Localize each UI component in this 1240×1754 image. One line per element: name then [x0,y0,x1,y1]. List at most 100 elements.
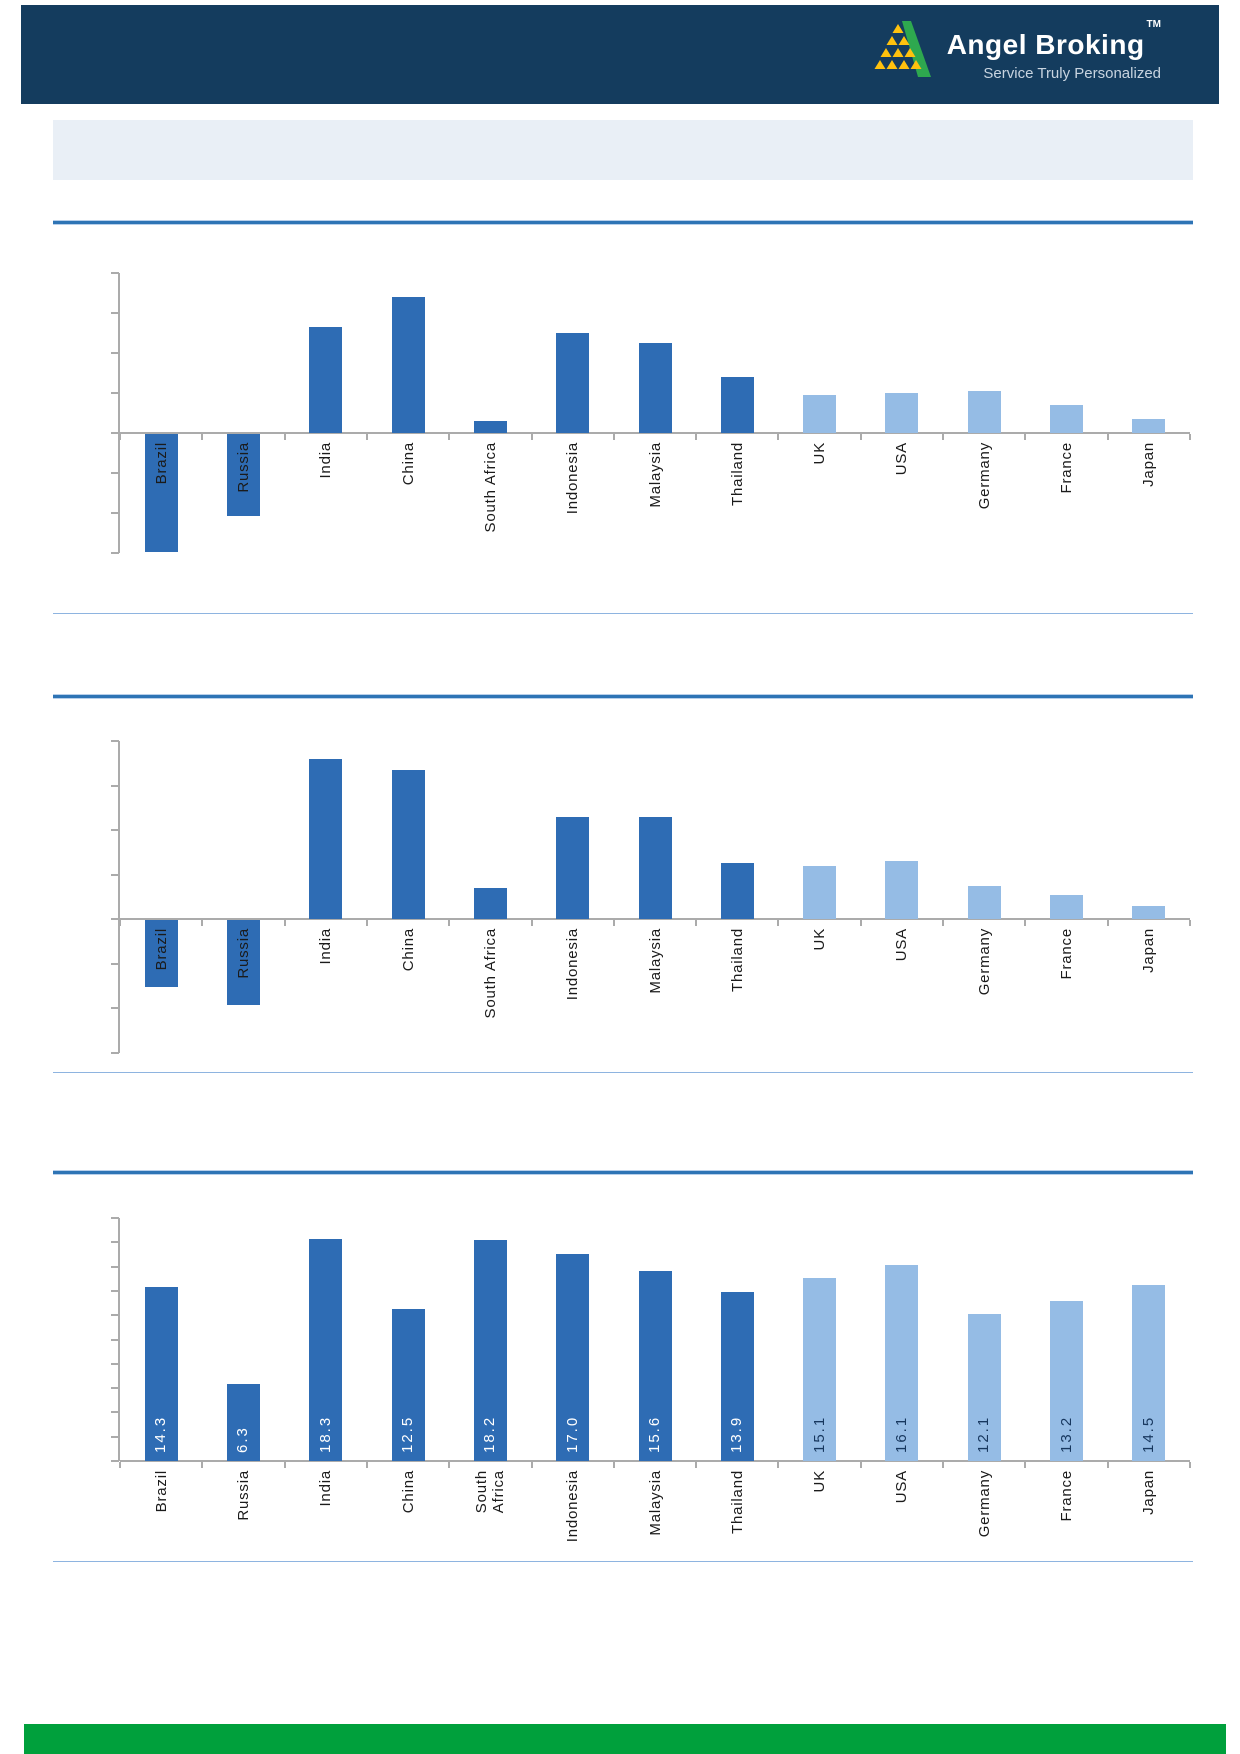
bar-south-africa [473,888,507,919]
y-axis-tick [111,962,119,965]
x-axis [120,432,1190,434]
bar-india [309,327,343,433]
x-axis-tick [1024,920,1027,926]
y-axis [118,1218,120,1461]
y-axis-tick [111,272,119,274]
section-2-end-rule [53,1072,1193,1073]
x-axis [120,918,1190,920]
y-axis [118,741,120,1053]
x-label-brazil: Brazil [152,1470,170,1513]
x-axis-tick [201,1462,204,1468]
y-axis-tick [111,1241,119,1244]
section-1-heading-rule [53,220,1193,225]
x-label-south-africa: South Africa [473,1470,508,1514]
x-axis-tick [1189,1462,1191,1468]
angel-logo-icon [873,21,935,82]
y-axis-tick [111,1217,119,1219]
x-axis-tick [695,920,698,926]
y-axis-tick [111,472,119,474]
x-axis-tick [1106,434,1109,440]
bar-china [391,770,425,919]
bar-thailand [720,863,754,919]
y-axis-tick [111,1387,119,1390]
x-axis-tick [1106,1462,1109,1468]
y-axis-tick [111,352,119,354]
y-axis-tick [111,1460,119,1462]
bar-usa [885,393,919,433]
x-label-thailand: Thailand [728,1470,746,1534]
bar-brazil [144,1287,178,1461]
brand-logo-block: Angel BrokingTM Service Truly Personaliz… [821,19,1161,97]
y-axis-tick [111,1051,119,1054]
x-axis-tick [1024,1462,1027,1468]
x-axis-tick [365,434,368,440]
x-axis-tick [448,920,451,926]
y-axis-tick [111,312,119,314]
x-axis-tick [1024,434,1027,440]
bar-france [1050,1301,1084,1461]
x-axis-tick [859,1462,862,1468]
x-axis [120,1460,1190,1462]
bar-japan [1132,1285,1166,1461]
header-bar: Angel BrokingTM Service Truly Personaliz… [21,5,1219,104]
x-label-germany: Germany [975,1470,993,1538]
bar-thailand [720,1292,754,1461]
bar-japan [1132,419,1166,433]
bar-germany [967,391,1001,433]
bar-india [309,1239,343,1461]
bar-indonesia [556,333,590,433]
x-axis-tick [612,1462,615,1468]
bar-value-label: 13.2 [1057,1415,1075,1453]
bar-malaysia [638,1271,672,1461]
bar-value-label: 15.1 [810,1415,828,1453]
bar-malaysia [638,343,672,433]
x-label-malaysia: Malaysia [646,1470,664,1536]
x-axis-tick [530,434,533,440]
x-label-japan: Japan [1140,1470,1158,1515]
x-axis-tick [942,1462,945,1468]
x-axis-tick [777,434,780,440]
bar-uk [803,866,837,919]
x-axis-tick [530,1462,533,1468]
footer-band [24,1724,1226,1754]
x-axis-tick [201,434,204,440]
x-label-russia: Russia [234,1470,252,1521]
y-axis-tick [111,552,119,554]
title-banner [53,120,1193,180]
section-3-end-rule [53,1561,1193,1562]
bar-brazil [144,434,178,552]
x-axis-tick [530,920,533,926]
x-axis-tick [942,434,945,440]
bar-value-label: 17.0 [563,1415,581,1453]
bar-south-africa [473,1240,507,1461]
bar-germany [967,886,1001,919]
x-axis-tick [448,1462,451,1468]
x-label-usa: USA [893,1470,911,1504]
bar-usa [885,861,919,919]
brand-name: Angel Broking [946,29,1145,60]
bar-russia [226,1384,260,1461]
bar-india [309,759,343,919]
y-axis-tick [111,918,119,920]
bar-usa [885,1265,919,1461]
bar-value-label: 14.3 [152,1415,170,1453]
y-axis-tick [111,432,119,434]
y-axis-tick [111,512,119,514]
bar-value-label: 12.5 [399,1415,417,1453]
bar-uk [803,395,837,433]
bar-value-label: 18.2 [481,1415,499,1453]
x-label-india: India [317,1470,335,1507]
y-axis-tick [111,1265,119,1268]
y-axis-tick [111,1289,119,1292]
x-axis-tick [942,920,945,926]
x-axis-tick [283,434,286,440]
x-axis-tick [448,434,451,440]
section-2-heading-rule [53,694,1193,699]
bar-value-label: 13.9 [728,1415,746,1453]
y-axis-tick [111,784,119,787]
bar-value-label: 18.3 [316,1415,334,1453]
bar-value-label: 15.6 [646,1415,663,1453]
bar-value-label: 12.1 [975,1415,993,1453]
